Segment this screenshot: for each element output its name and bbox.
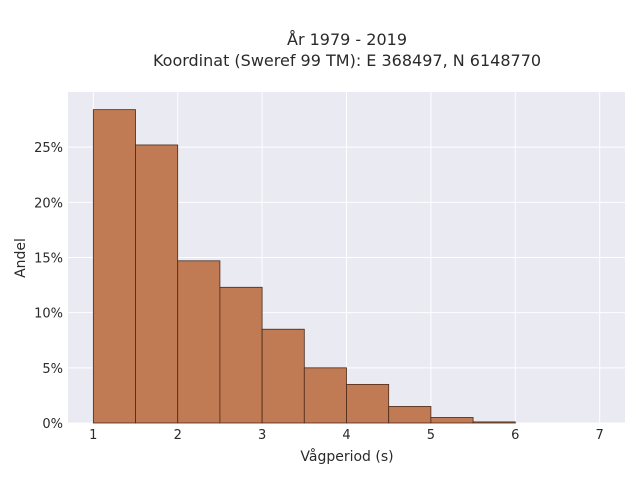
histogram-bar	[472, 421, 516, 424]
x-tick-label: 7	[596, 428, 604, 443]
histogram-bar	[219, 286, 263, 424]
y-tick-label: 5%	[42, 362, 63, 377]
x-tick-label: 1	[89, 428, 97, 443]
histogram-bar	[430, 417, 474, 424]
histogram-bar	[388, 406, 432, 424]
histogram-bar	[346, 383, 390, 424]
y-tick-label: 20%	[34, 196, 63, 211]
x-tick-labels: 1 2 3 4 5 6 7	[89, 428, 604, 443]
y-tick-label: 0%	[42, 417, 63, 432]
y-axis-label: Andel	[13, 238, 29, 278]
y-tick-label: 10%	[34, 307, 63, 322]
histogram-bar	[303, 367, 347, 424]
histogram-bar	[135, 144, 179, 424]
chart-title: År 1979 - 2019	[287, 30, 407, 49]
y-tick-labels: 0% 5% 10% 15% 20% 25%	[34, 141, 63, 432]
x-tick-label: 3	[258, 428, 266, 443]
x-tick-label: 4	[342, 428, 350, 443]
histogram-bar	[92, 109, 136, 424]
bars-group	[92, 109, 516, 424]
x-tick-label: 2	[174, 428, 182, 443]
x-tick-label: 5	[427, 428, 435, 443]
x-tick-label: 6	[511, 428, 519, 443]
y-tick-label: 15%	[34, 252, 63, 267]
histogram-bar	[261, 328, 305, 424]
histogram-bar	[177, 260, 221, 424]
x-axis-label: Vågperiod (s)	[300, 448, 393, 465]
chart-subtitle: Koordinat (Sweref 99 TM): E 368497, N 61…	[153, 51, 541, 70]
y-tick-label: 25%	[34, 141, 63, 156]
